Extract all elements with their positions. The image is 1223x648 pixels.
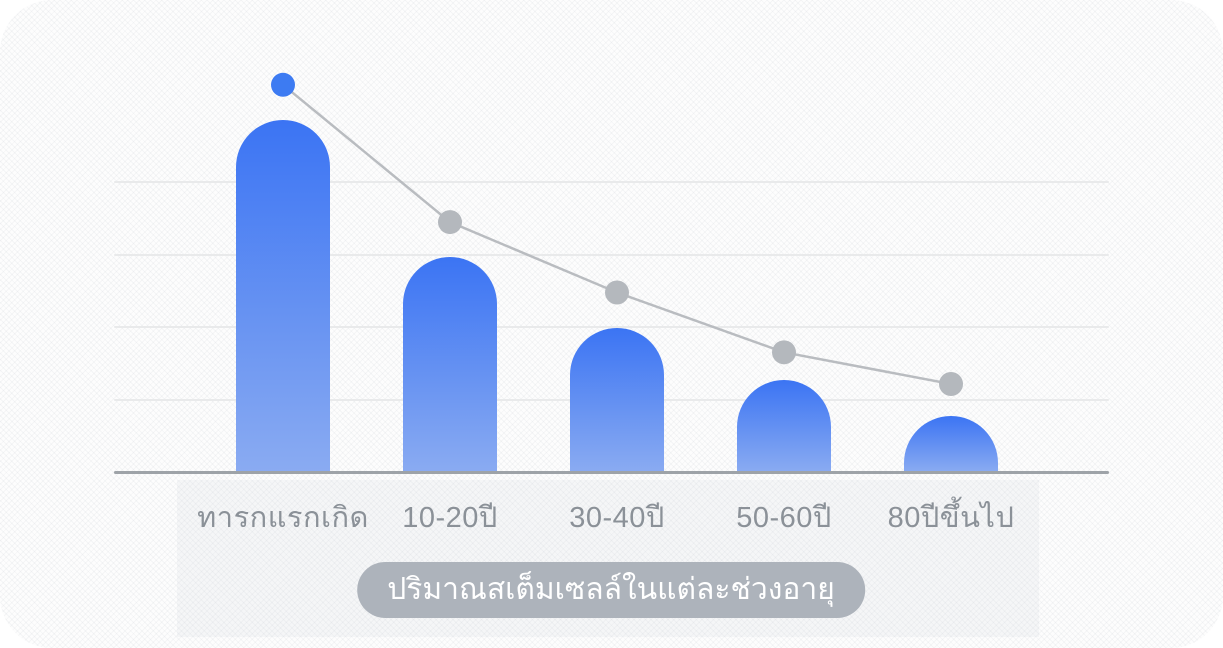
gridline (114, 326, 1109, 329)
trend-marker-80ปีขึ้นไป (939, 372, 963, 396)
trend-marker-ทารกแรกเกิด (271, 72, 295, 97)
x-axis-label-3: 50-60ปี (736, 502, 832, 534)
trend-line (282, 83, 952, 386)
trend-marker-50-60ปี (772, 340, 796, 365)
bar-ทารกแรกเกิด (236, 120, 330, 472)
bar-10-20ปี (403, 257, 497, 472)
bar-50-60ปี (737, 380, 831, 472)
trend-marker-10-20ปี (438, 210, 462, 235)
x-axis-line (114, 471, 1109, 474)
x-axis-label-4: 80ปีขึ้นไป (887, 502, 1015, 534)
x-axis-label-1: 10-20ปี (402, 502, 498, 534)
bar-30-40ปี (570, 328, 664, 472)
x-axis-label-2: 30-40ปี (569, 502, 665, 534)
gridline (114, 180, 1109, 183)
gridline (114, 253, 1109, 256)
trend-marker-30-40ปี (605, 280, 629, 305)
chart-caption-pill: ปริมาณสเต็มเซลล์ในแต่ละช่วงอายุ (357, 562, 865, 618)
x-axis-label-0: ทารกแรกเกิด (197, 502, 369, 534)
